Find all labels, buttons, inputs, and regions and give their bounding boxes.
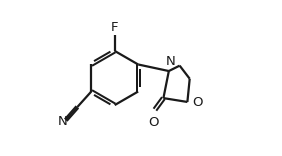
- Text: O: O: [148, 116, 158, 129]
- Text: O: O: [192, 96, 202, 109]
- Text: F: F: [111, 21, 118, 34]
- Text: N: N: [166, 55, 175, 68]
- Text: N: N: [58, 115, 68, 128]
